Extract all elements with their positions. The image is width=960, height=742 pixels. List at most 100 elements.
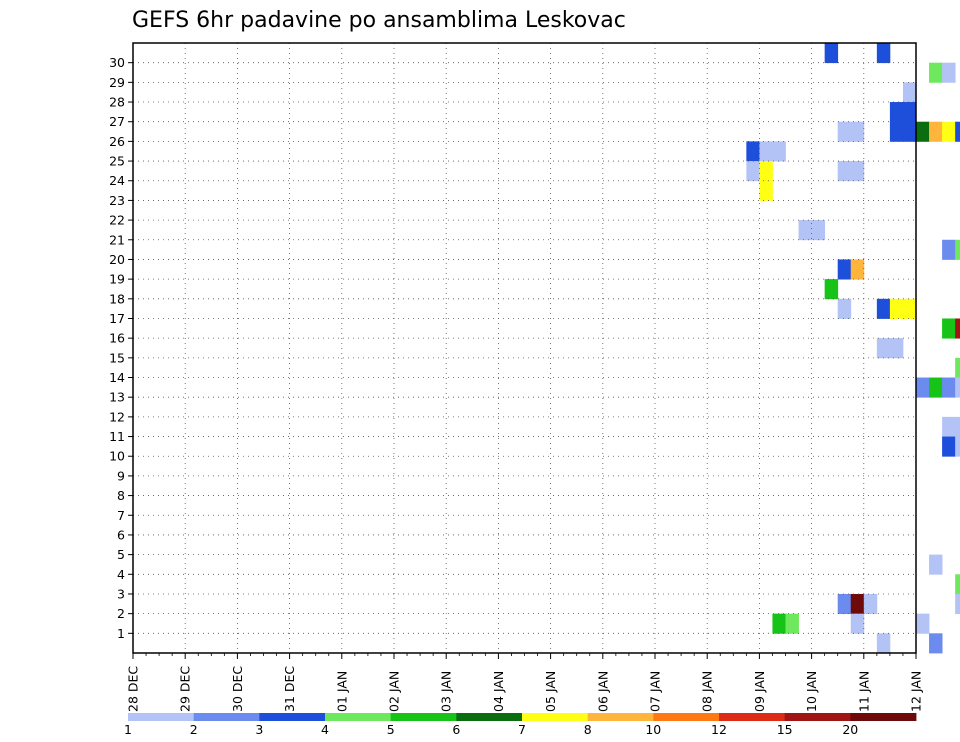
heatmap-cell [850,259,865,280]
y-tick-label: 24 [109,173,125,188]
y-tick-label: 8 [117,488,125,503]
heatmap-cell [759,180,773,201]
colorbar-label: 8 [584,722,592,737]
heatmap-cell [955,436,960,457]
heatmap-cell [863,593,878,615]
heatmap-cell [850,593,865,615]
heatmap-cell [876,298,891,319]
y-tick-label: 7 [117,508,125,523]
heatmap-cell [929,121,943,142]
colorbar-label: 2 [190,722,198,737]
x-tick-label: 09 JAN [752,671,767,712]
x-axis: 28 DEC 29 DEC 30 DEC 31 DEC 01 JAN 02 JAN 03 J… [126,653,924,712]
colorbar-swatch [390,713,457,721]
colorbar-swatch [587,713,654,721]
colorbar-swatch [850,713,917,721]
heatmap-cell [902,82,917,103]
heatmap-cell [955,357,960,378]
colorbar-label: 6 [452,722,460,737]
heatmap-cell [746,141,760,162]
x-tick-label: 31 DEC [282,666,297,712]
y-tick-label: 3 [117,586,125,601]
y-tick-label: 5 [117,547,125,562]
x-tick-label: 05 JAN [543,671,558,712]
y-tick-label: 23 [109,193,125,208]
heatmap-cell [811,220,826,241]
x-tick-label: 12 JAN [909,671,924,712]
heatmap-cell [876,633,891,654]
y-tick-label: 15 [109,350,125,365]
y-tick-label: 18 [109,291,125,306]
colorbar-swatch [325,713,392,721]
colorbar-swatch [719,713,786,721]
y-tick-label: 19 [109,272,125,287]
heatmap-cell [837,259,852,280]
heatmap-cell [772,141,786,162]
colorbar-swatch [193,713,260,721]
heatmap-cell [942,416,956,437]
y-tick-label: 13 [109,390,125,405]
x-tick-label: 04 JAN [491,671,506,712]
x-tick-label: 29 DEC [178,666,193,712]
x-tick-label: 30 DEC [230,666,245,712]
heatmap-cell [850,121,865,142]
colorbar-swatch [522,713,589,721]
x-tick-label: 03 JAN [439,671,454,712]
heatmap-cell [942,62,956,83]
heatmap-cell [916,613,930,634]
heatmap-cell [955,574,960,595]
colorbar-swatch [456,713,523,721]
heatmap-cell [889,338,904,359]
heatmap-cell [837,161,852,182]
grid-lines [133,43,916,653]
x-tick-label: 06 JAN [595,671,610,712]
heatmap-cell [942,318,956,339]
heatmap-cell [942,377,956,398]
y-tick-label: 26 [109,134,125,149]
y-tick-label: 21 [109,232,125,247]
heatmap-cell [902,102,917,123]
heatmap-cell [889,102,904,123]
heatmap-cell [837,593,852,615]
y-tick-label: 29 [109,75,125,90]
heatmap-cell [955,121,960,142]
heatmap-cell [955,377,960,398]
y-tick-label: 6 [117,527,125,542]
heatmap-cell [942,436,956,457]
y-axis: 1234567891011121314151617181920212223242… [109,55,133,641]
colorbar-swatch [259,713,326,721]
colorbar-label: 15 [777,722,793,737]
colorbar-swatch [784,713,851,721]
y-tick-label: 22 [109,213,125,228]
heatmap-cell [785,613,799,634]
y-tick-label: 14 [109,370,125,385]
x-tick-label: 01 JAN [334,671,349,712]
colorbar-label: 12 [711,722,727,737]
heatmap-cell [850,161,865,182]
heatmap-cell [824,43,839,64]
colorbar-label: 1 [124,722,132,737]
heatmap-cell [929,554,943,575]
heatmap-cell [929,633,943,654]
y-tick-label: 1 [117,626,125,641]
y-tick-label: 27 [109,114,125,129]
x-tick-label: 07 JAN [648,671,663,712]
y-tick-label: 10 [109,449,125,464]
y-tick-label: 30 [109,55,125,70]
y-tick-label: 2 [117,606,125,621]
heatmap-cell [916,377,930,398]
colorbar-label: 5 [387,722,395,737]
colorbar-swatch [128,713,195,721]
colorbar-label: 3 [255,722,263,737]
heatmap-cell [942,121,956,142]
x-tick-label: 10 JAN [804,671,819,712]
y-tick-label: 25 [109,154,125,169]
heatmap-cell [916,121,930,142]
colorbar-swatch [653,713,720,721]
y-tick-label: 20 [109,252,125,267]
y-tick-label: 11 [109,429,125,444]
plot-frame [132,42,917,654]
y-tick-label: 17 [109,311,125,326]
heatmap-cell [955,318,960,339]
